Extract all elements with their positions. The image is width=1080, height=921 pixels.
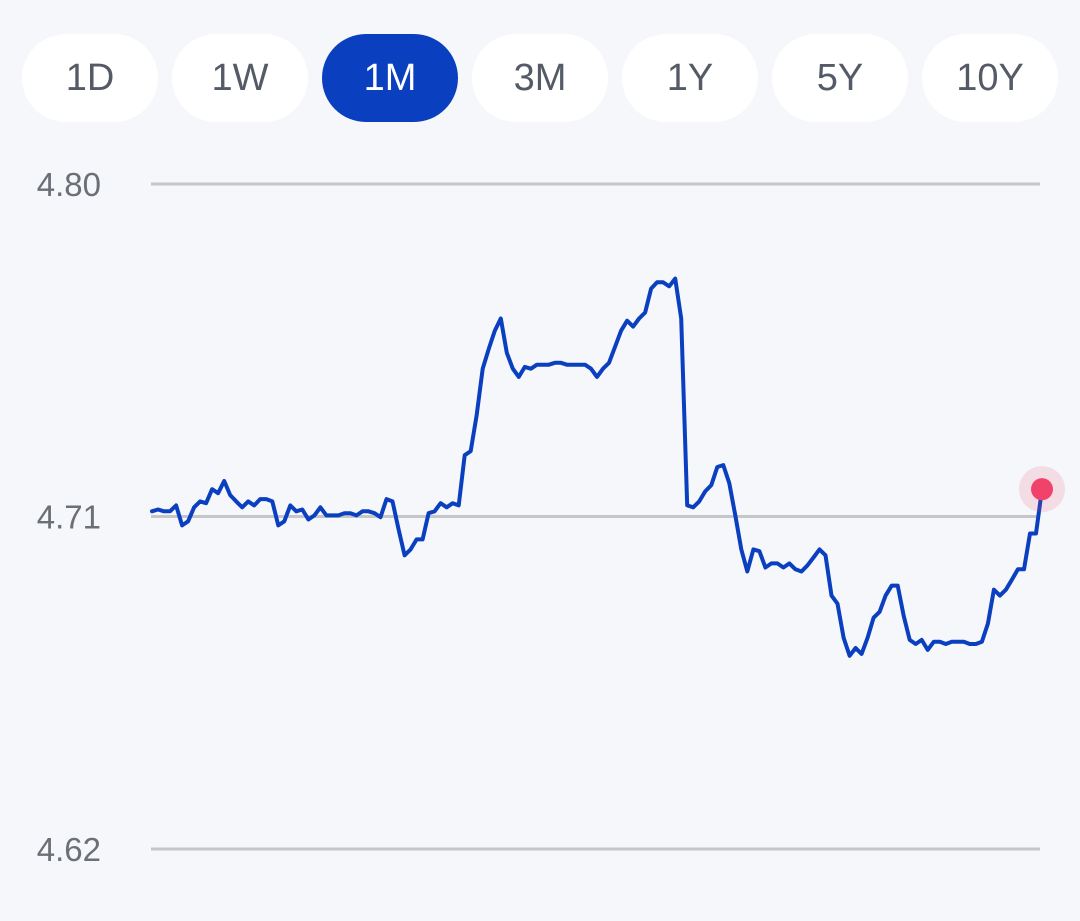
grid-layer <box>151 182 1040 851</box>
tab-10y[interactable]: 10Y <box>922 34 1058 122</box>
current-value-marker <box>1019 466 1065 513</box>
series-line <box>150 276 1044 658</box>
tab-1d[interactable]: 1D <box>22 34 158 122</box>
tab-5y[interactable]: 5Y <box>772 34 908 122</box>
tab-1w[interactable]: 1W <box>172 34 308 122</box>
y-axis-ticks: 4.80 4.71 4.62 <box>37 166 101 868</box>
y-tick-label: 4.80 <box>37 166 101 203</box>
tab-1m[interactable]: 1M <box>322 34 458 122</box>
series-layer <box>150 276 1044 658</box>
current-point-dot <box>1031 478 1053 501</box>
y-tick-label: 4.71 <box>37 499 101 536</box>
tab-3m[interactable]: 3M <box>472 34 608 122</box>
time-range-selector: 1D 1W 1M 3M 1Y 5Y 10Y <box>22 34 1058 122</box>
tab-1y[interactable]: 1Y <box>622 34 758 122</box>
y-tick-label: 4.62 <box>37 831 101 868</box>
